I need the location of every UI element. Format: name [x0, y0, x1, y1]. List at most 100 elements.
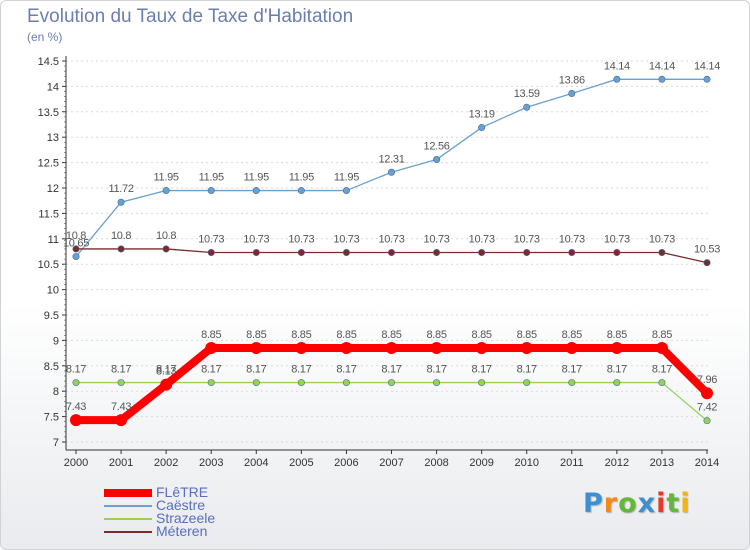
y-tick-label: 8.5: [44, 361, 59, 373]
legend-item: Strazeele: [104, 510, 304, 527]
y-tick-label: 12: [47, 183, 59, 195]
data-point: [658, 379, 666, 387]
legend-swatch: [104, 531, 152, 533]
data-point: [658, 75, 666, 83]
legend-item: Méteren: [104, 523, 304, 540]
data-label: 11.95: [289, 172, 314, 184]
data-label: 10.73: [333, 234, 359, 246]
x-tick-label: 2004: [244, 457, 268, 469]
data-point: [207, 249, 215, 257]
data-point: [703, 75, 711, 83]
x-tick-label: 2008: [424, 457, 448, 469]
x-tick-label: 2012: [605, 457, 629, 469]
x-tick-label: 2009: [469, 457, 493, 469]
x-tick-label: 2000: [64, 457, 88, 469]
y-tick-label: 7.5: [44, 412, 59, 424]
y-tick-label: 11: [48, 234, 59, 246]
data-point: [70, 414, 82, 427]
y-tick-label: 13.5: [38, 107, 59, 119]
data-label: 8.13: [156, 366, 176, 378]
logo-letter: i: [680, 488, 691, 519]
data-label: 8.85: [291, 329, 311, 341]
y-tick-label: 12.5: [38, 158, 59, 170]
data-point: [523, 249, 531, 257]
data-point: [207, 379, 215, 387]
data-point: [613, 379, 621, 387]
data-label: 10.73: [378, 234, 404, 246]
data-label: 14.14: [694, 60, 720, 72]
data-label: 8.17: [652, 364, 672, 376]
data-point: [387, 379, 395, 387]
data-point: [205, 342, 218, 355]
y-tick-label: 8: [53, 386, 59, 398]
legend-item: Caëstre: [104, 497, 304, 514]
data-point: [72, 245, 80, 253]
data-label: 8.85: [246, 329, 266, 341]
data-point: [387, 168, 395, 176]
data-label: 12.31: [378, 153, 404, 165]
data-point: [297, 187, 305, 195]
data-point: [295, 342, 308, 355]
data-label: 10.65: [63, 238, 89, 250]
logo-letter: x: [637, 488, 657, 519]
data-point: [117, 198, 125, 206]
data-point: [252, 379, 260, 387]
data-point: [568, 90, 576, 98]
data-point: [342, 187, 350, 195]
data-label: 10.73: [604, 234, 630, 246]
data-point: [523, 103, 531, 111]
data-point: [565, 342, 578, 355]
legend-swatch: [104, 489, 152, 497]
y-tick-label: 14: [47, 81, 59, 93]
data-label: 8.85: [652, 329, 672, 341]
data-label: 10.73: [649, 234, 675, 246]
data-label: 8.85: [562, 329, 582, 341]
data-point: [430, 342, 443, 355]
data-label: 12.56: [424, 141, 450, 153]
data-label: 8.17: [246, 364, 266, 376]
data-label: 8.17: [426, 364, 446, 376]
data-point: [115, 414, 128, 427]
data-point: [613, 249, 621, 257]
data-point: [207, 187, 215, 195]
x-tick-label: 2003: [199, 457, 223, 469]
data-label: 8.85: [517, 329, 537, 341]
data-label: 10.8: [111, 230, 131, 242]
x-tick-label: 2013: [650, 457, 674, 469]
logo-letter: r: [603, 488, 619, 519]
data-point: [523, 379, 531, 387]
logo-letter: i: [656, 488, 667, 519]
data-label: 8.17: [607, 364, 627, 376]
data-label: 11.95: [154, 172, 179, 184]
logo-letter: o: [618, 488, 638, 519]
legend-label: FLêTRE: [156, 484, 209, 500]
data-point: [250, 342, 263, 355]
data-point: [478, 379, 486, 387]
data-point: [658, 249, 666, 257]
logo-letter: t: [666, 488, 681, 519]
x-tick-label: 2010: [514, 457, 538, 469]
data-point: [568, 379, 576, 387]
data-point: [340, 342, 353, 355]
x-tick-label: 2014: [695, 457, 719, 469]
data-label: 7.42: [697, 402, 717, 414]
data-point: [252, 187, 260, 195]
data-point: [160, 378, 173, 391]
data-label: 7.96: [697, 374, 717, 386]
data-label: 10.73: [198, 234, 224, 246]
legend-swatch: [104, 518, 152, 520]
data-label: 14.14: [604, 60, 630, 72]
data-label: 10.8: [156, 230, 176, 242]
data-label: 8.85: [472, 329, 492, 341]
data-point: [613, 75, 621, 83]
data-point: [475, 342, 488, 355]
data-label: 10.73: [514, 234, 540, 246]
data-label: 8.17: [381, 364, 401, 376]
data-point: [387, 249, 395, 257]
data-label: 8.17: [66, 364, 86, 376]
data-point: [342, 249, 350, 257]
x-tick-label: 2001: [109, 457, 133, 469]
y-tick-label: 7: [53, 437, 59, 449]
x-tick-label: 2007: [379, 457, 403, 469]
data-point: [655, 342, 668, 355]
